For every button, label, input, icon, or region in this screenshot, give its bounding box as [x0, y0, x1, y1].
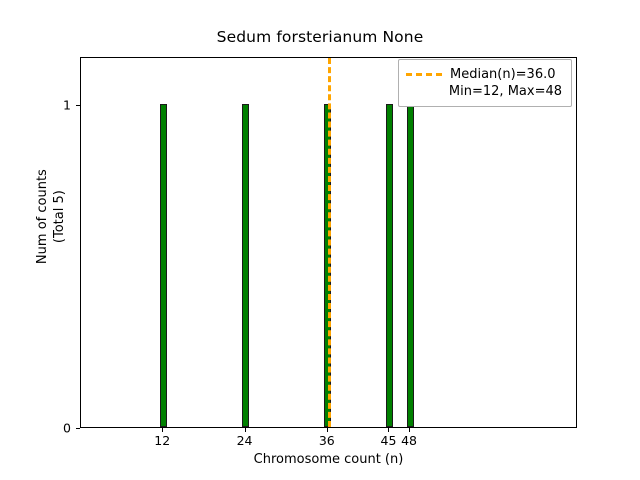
annotation-lines-layer	[81, 58, 576, 427]
page-title: Sedum forsterianum None	[216, 28, 424, 46]
y-tick-label: 0	[63, 420, 71, 436]
x-tick-mark	[162, 428, 164, 432]
x-tick-label: 24	[236, 433, 253, 448]
y-axis-label-line1: Num of counts	[34, 169, 50, 265]
legend: Median(n)=36.0 Min=12, Max=48	[398, 59, 572, 107]
x-tick-label: 48	[401, 433, 417, 448]
legend-entry-median: Median(n)=36.0	[406, 66, 563, 83]
x-tick-label: 12	[154, 433, 171, 448]
legend-label-median: Median(n)=36.0	[450, 67, 556, 82]
x-tick-mark	[409, 428, 411, 432]
bar	[159, 104, 167, 427]
y-tick-label: 1	[63, 97, 71, 113]
x-tick-mark	[326, 428, 328, 432]
bar	[385, 104, 393, 427]
plot-area	[80, 57, 577, 428]
legend-label-minmax: Min=12, Max=48	[448, 84, 562, 99]
x-tick-mark	[244, 428, 246, 432]
dashed-line-icon	[406, 73, 442, 76]
median-line	[327, 58, 331, 427]
y-axis-label: Num of counts (Total 5)	[35, 31, 68, 402]
legend-entry-minmax: Min=12, Max=48	[406, 83, 563, 100]
x-axis-label: Chromosome count (n)	[253, 452, 404, 467]
x-tick-label: 45	[380, 433, 397, 448]
x-tick-mark	[388, 428, 390, 432]
y-axis-label-line2: (Total 5)	[51, 190, 67, 244]
x-tick-label: 36	[318, 433, 335, 448]
bar	[242, 104, 250, 427]
y-tick-mark	[76, 428, 80, 429]
y-tick-mark	[76, 105, 80, 107]
